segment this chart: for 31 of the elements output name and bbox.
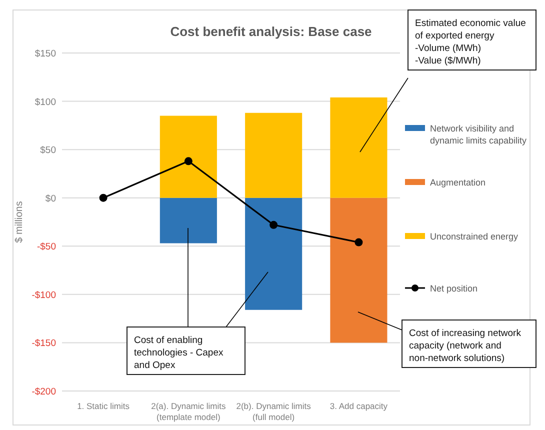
y-axis-title: $ millions bbox=[14, 201, 25, 243]
y-tick-label: $150 bbox=[34, 48, 56, 60]
x-tick-label: 3. Add capacity bbox=[330, 401, 388, 411]
text: Cost of increasing network capacity (network and non-network solutions) bbox=[409, 328, 522, 364]
point bbox=[184, 157, 192, 166]
point bbox=[270, 220, 278, 229]
bar bbox=[160, 116, 217, 198]
bar bbox=[160, 198, 217, 244]
legend-label: Network visibility and dynamic limits capability bbox=[430, 124, 528, 146]
y-tick-label: -$100 bbox=[32, 290, 56, 301]
bar bbox=[245, 198, 302, 310]
y-tick-label: -$150 bbox=[32, 338, 56, 350]
text: Estimated economic value of exported energy -Volume (MWh) -Value ($/MWh) bbox=[415, 18, 526, 66]
bar bbox=[245, 112, 302, 198]
y-tick-label: -$50 bbox=[36, 242, 56, 253]
y-tick-label: $50 bbox=[40, 145, 56, 156]
x-tick-label: 2(a). Dynamic limits (template model) bbox=[151, 401, 226, 422]
x-tick-label: 2(b). Dynamic limits (full model) bbox=[236, 401, 311, 422]
annotation: Cost of enabling technologies - Capex and Opex bbox=[134, 335, 224, 371]
y-tick-label: $0 bbox=[45, 193, 56, 204]
point bbox=[354, 238, 363, 246]
y-tick-label: $100 bbox=[34, 96, 56, 108]
x-tick-label: 1. Static limits bbox=[77, 401, 130, 411]
bar bbox=[330, 97, 388, 198]
legend-label: Augmentation bbox=[430, 178, 486, 188]
bar bbox=[330, 198, 388, 343]
legend-label: Net position bbox=[430, 284, 478, 294]
y-tick-label: -$200 bbox=[32, 386, 56, 398]
chart-title: Cost benefit analysis: Base case bbox=[170, 24, 372, 39]
legend-label: Unconstrained energy bbox=[430, 232, 519, 242]
point bbox=[99, 194, 108, 202]
